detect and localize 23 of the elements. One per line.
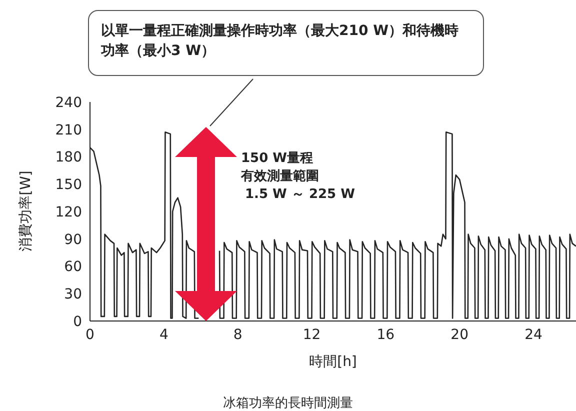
text: 以單一量程正確測量操作時功率（最大210 W）和待機時功率（最小3 W） [88, 10, 484, 76]
x-axis-title: 時間[h] [309, 353, 357, 371]
x-tick-label: 0 [86, 326, 94, 343]
y-tick-label: 60 [64, 259, 82, 276]
y-tick-label: 240 [55, 94, 82, 111]
x-tick-label: 16 [376, 326, 395, 343]
text: 冰箱功率的長時間測量 [223, 395, 353, 411]
x-tick-label: 24 [524, 326, 542, 343]
y-tick-label: 90 [64, 232, 82, 248]
y-axis-title: 消費功率[W] [17, 170, 35, 252]
y-tick-label: 150 [55, 177, 82, 194]
annotation: 150 W量程 [241, 150, 314, 168]
y-tick-label: 210 [55, 122, 82, 138]
annotation: 1.5 W ～ 225 W [245, 186, 355, 204]
x-tick-label: 12 [302, 326, 321, 343]
y-tick-label: 180 [55, 150, 82, 166]
y-tick-label: 30 [64, 286, 82, 303]
annotation: 有效測量範圍 [241, 168, 319, 186]
x-tick-label: 20 [450, 326, 468, 343]
y-tick-label: 0 [73, 314, 82, 330]
x-tick-label: 4 [159, 326, 168, 343]
x-tick-label: 8 [233, 326, 242, 343]
y-tick-label: 120 [55, 204, 82, 220]
